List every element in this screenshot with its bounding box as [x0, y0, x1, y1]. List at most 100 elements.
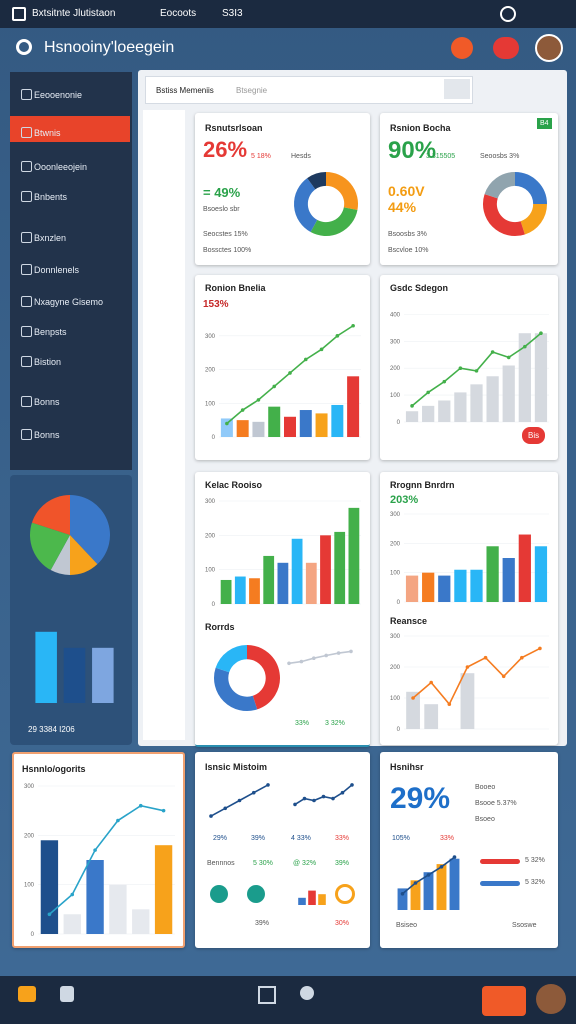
y-tick-label: 200	[390, 541, 401, 547]
sidebar-menu: Eeooenonie Btwnis Ooonleeojein Bnbents Bxnzl…	[10, 72, 132, 470]
bar	[40, 840, 59, 934]
line-point	[138, 803, 143, 808]
menu-item[interactable]: Bxnzlen	[34, 233, 67, 243]
combo-chart: 0 100 200 300	[390, 634, 549, 733]
nav-icon[interactable]	[300, 986, 314, 1000]
action-button[interactable]	[482, 986, 526, 1016]
pie-chart	[30, 495, 110, 575]
search-button[interactable]	[444, 79, 470, 99]
menu-item[interactable]: Btwnis	[34, 128, 61, 138]
card: Kelac Rooiso 0 100 200 300 Rorrds 33% 3 32%	[195, 472, 370, 747]
bar	[320, 535, 331, 604]
kpi: 29%	[390, 782, 451, 815]
line-point	[293, 802, 297, 807]
line	[412, 647, 541, 706]
stat: Bsiseo	[396, 922, 418, 929]
alert[interactable]	[493, 37, 519, 59]
line-point	[287, 661, 291, 666]
bar	[423, 872, 434, 910]
line	[288, 650, 352, 665]
legend-item: Bsoeo	[475, 816, 495, 823]
menu-item[interactable]: Ooonleeojein	[34, 162, 88, 172]
card: Rsnion Bocha B4 90% 3 315505 Seoosbs 3% …	[380, 113, 558, 265]
kpi: 203%	[390, 494, 419, 506]
bar	[154, 845, 173, 934]
line-point	[237, 798, 242, 803]
topbar: Bxtsitnte Jlutistaon Eocoots S3I3	[0, 0, 576, 28]
line-point	[465, 665, 470, 669]
menu-item[interactable]: Bnbents	[34, 192, 68, 202]
menu-item[interactable]: Eeooenonie	[34, 90, 83, 100]
line-chart	[287, 649, 353, 666]
pie-slice	[70, 495, 110, 565]
bar	[486, 376, 499, 422]
bar-chart: 0 100 200 300	[205, 499, 361, 608]
card-title: Hsnnlo/ogorits	[22, 764, 86, 774]
avatar[interactable]	[536, 984, 566, 1014]
combo-chart: 0 100 200 300	[205, 323, 361, 441]
menu-item[interactable]: Nxagyne Gisemo	[34, 297, 104, 307]
bar	[454, 392, 467, 422]
stat: 33%	[440, 835, 455, 842]
bar	[284, 416, 296, 437]
line-point	[426, 873, 431, 877]
button[interactable]: Bis	[522, 427, 546, 444]
bar	[534, 333, 548, 422]
shape	[247, 885, 265, 903]
menu-item[interactable]: Donnlenels	[34, 265, 80, 275]
bar-chart	[35, 631, 114, 703]
bar	[438, 575, 451, 602]
search-bar[interactable]: Bstiss Memeniis Btsegnie	[145, 76, 473, 104]
line-point	[225, 421, 229, 426]
bar	[405, 411, 419, 422]
line-point	[340, 790, 345, 795]
nav-icon[interactable]	[18, 986, 36, 1002]
stat: Bennnos	[207, 860, 235, 867]
header-title: Hsnooiny'loeegein	[44, 39, 175, 56]
kpi: 153%	[203, 299, 229, 310]
stat: Bscvloe 10%	[388, 247, 429, 254]
line-chart	[293, 783, 354, 807]
card: Rrognn Bnrdrn 203% 0 100 200 300 Reansce 0 1…	[380, 472, 558, 745]
card: Isnsic Mistoim 29% 39% 4 33% 33% Bennnos…	[195, 752, 370, 948]
y-tick-label: 0	[397, 420, 401, 426]
top-link[interactable]: Eocoots	[160, 8, 197, 19]
stat: 3 315505	[426, 153, 456, 160]
nav-icon[interactable]	[60, 986, 74, 1002]
bar	[86, 860, 104, 934]
card-title: Hsnihsr	[390, 762, 424, 772]
bar	[406, 691, 420, 729]
stat: 105%	[392, 835, 410, 842]
nav-icon[interactable]	[258, 986, 276, 1004]
menu-item[interactable]: Bistion	[34, 357, 62, 367]
line-point	[240, 408, 245, 412]
menu-item[interactable]: Benpsts	[34, 327, 67, 337]
stat: 4 33%	[291, 835, 311, 842]
card: Hsnnlo/ogorits 0 100 200 300	[12, 752, 185, 948]
stat: = 49%	[203, 185, 241, 200]
stat: 39%	[255, 920, 270, 927]
bar	[318, 894, 326, 905]
y-tick-label: 200	[24, 833, 35, 839]
bar	[305, 562, 317, 604]
help-icon[interactable]	[500, 6, 516, 22]
line-point	[447, 702, 452, 706]
bar-chart: 0 100 200 300	[390, 512, 549, 606]
notify[interactable]	[451, 37, 473, 59]
app-icon	[12, 7, 26, 21]
avatar[interactable]	[535, 34, 563, 62]
line	[294, 784, 353, 806]
donut-segment	[307, 171, 327, 190]
menu-icon	[21, 232, 32, 243]
menu-item[interactable]: Bonns	[34, 430, 60, 440]
y-tick-label: 100	[390, 393, 401, 399]
stat: Hesds	[291, 153, 311, 160]
combo-chart: 0 100 200 300 400	[390, 312, 549, 426]
menu-icon	[21, 191, 32, 202]
top-link[interactable]: S3I3	[222, 8, 243, 19]
line-point	[538, 646, 542, 651]
menu-item[interactable]: Bonns	[34, 397, 60, 407]
shape	[335, 884, 355, 904]
stat: 29%	[213, 835, 228, 842]
y-tick-label: 200	[390, 366, 401, 372]
